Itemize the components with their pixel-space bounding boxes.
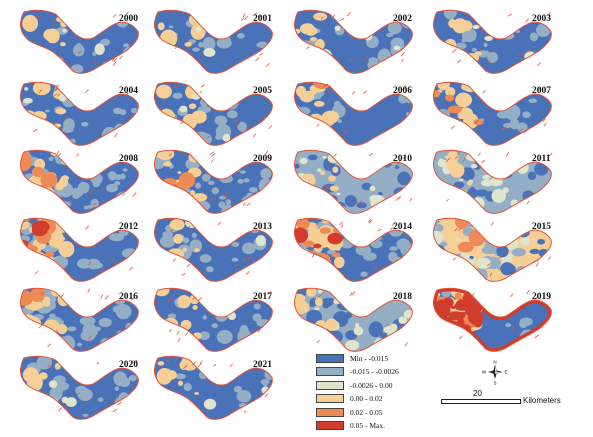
south-label: S xyxy=(493,381,496,386)
legend-swatch xyxy=(316,421,344,430)
year-label-2020: 2020 xyxy=(119,360,138,370)
legend-label: Min - -0.015 xyxy=(350,353,389,363)
year-label-2000: 2000 xyxy=(119,14,138,24)
year-label-2015: 2015 xyxy=(532,222,551,232)
year-label-2021: 2021 xyxy=(253,360,272,370)
scale-value: 20 xyxy=(473,389,482,398)
legend-swatch xyxy=(316,353,344,363)
year-label-2011: 2011 xyxy=(532,154,551,164)
year-label-2016: 2016 xyxy=(119,292,138,302)
year-label-2006: 2006 xyxy=(393,86,412,96)
legend-item: Min - -0.015 xyxy=(316,352,456,364)
legend: Min - -0.015 -0.015 - -0.0026 -0.0026 - 0.… xyxy=(316,352,456,433)
year-label-2014: 2014 xyxy=(393,222,412,232)
year-label-2013: 2013 xyxy=(253,222,272,232)
legend-item: 0.00 - 0.02 xyxy=(316,393,456,405)
legend-swatch xyxy=(316,380,344,390)
year-label-2007: 2007 xyxy=(532,86,551,96)
legend-label: 0.02 - 0.05 xyxy=(350,407,383,417)
legend-label: -0.0026 - 0.00 xyxy=(350,380,393,390)
year-label-2017: 2017 xyxy=(253,292,272,302)
legend-label: 0.00 - 0.02 xyxy=(350,394,383,403)
scale-bar: 20 Kilometers xyxy=(441,389,571,411)
year-label-2012: 2012 xyxy=(119,222,138,232)
year-label-2003: 2003 xyxy=(532,14,551,24)
year-label-2008: 2008 xyxy=(119,154,138,164)
year-label-2010: 2010 xyxy=(393,154,412,164)
legend-label: -0.015 - -0.0026 xyxy=(350,367,399,376)
north-arrow-icon: N S W E xyxy=(482,360,508,386)
year-label-2018: 2018 xyxy=(393,292,412,302)
legend-item: 0.02 - 0.05 xyxy=(316,406,456,418)
legend-swatch xyxy=(316,407,344,417)
year-label-2001: 2001 xyxy=(253,14,272,24)
year-label-2002: 2002 xyxy=(393,14,412,24)
legend-item: -0.0026 - 0.00 xyxy=(316,379,456,391)
east-label: E xyxy=(504,370,507,375)
year-label-2009: 2009 xyxy=(253,154,272,164)
west-label: W xyxy=(482,370,487,375)
legend-swatch xyxy=(316,367,344,376)
year-label-2019: 2019 xyxy=(532,292,551,302)
year-label-2004: 2004 xyxy=(119,86,138,96)
legend-item: 0.05 - Max. xyxy=(316,420,456,432)
year-label-2005: 2005 xyxy=(253,86,272,96)
legend-label: 0.05 - Max. xyxy=(350,421,385,430)
north-label: N xyxy=(493,360,496,365)
scale-unit: Kilometers xyxy=(523,396,561,405)
legend-swatch xyxy=(316,394,344,403)
scale-bar-box xyxy=(441,399,521,404)
legend-item: -0.015 - -0.0026 xyxy=(316,366,456,378)
